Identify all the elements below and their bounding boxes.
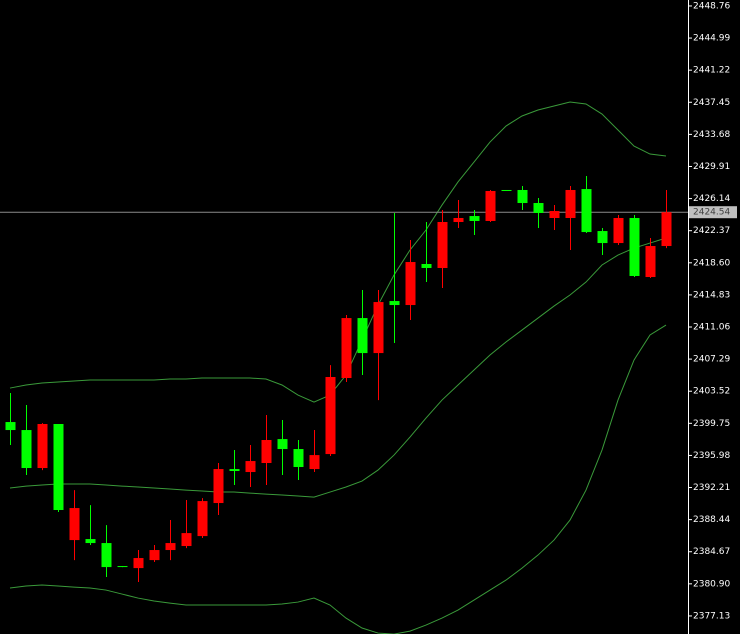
candle-body	[293, 449, 304, 468]
y-tick-label: 2377.13	[693, 611, 730, 621]
axis-labels: 2448.76 2444.99 2441.22 2437.45 2433.68 2429.…	[688, 1, 737, 621]
candle-body	[325, 376, 336, 455]
candle-body	[229, 469, 240, 472]
y-tick-label: 2441.22	[693, 66, 730, 76]
candle-body	[117, 566, 128, 568]
candle-body	[53, 424, 64, 511]
candle-body	[613, 218, 624, 244]
y-tick-label: 2426.14	[693, 194, 730, 204]
y-tick-label: 2444.99	[693, 34, 730, 44]
y-tick-label: 2422.37	[693, 226, 730, 236]
candle-body	[85, 539, 96, 544]
candle-body	[181, 533, 192, 547]
band-line	[9, 324, 667, 634]
candle-body	[485, 191, 496, 221]
candle-body	[597, 231, 608, 244]
candle-body	[469, 216, 480, 221]
y-tick-label: 2392.21	[693, 483, 730, 493]
candle-body	[245, 461, 256, 473]
y-tick-label: 2399.75	[693, 419, 730, 429]
band-line	[9, 237, 667, 498]
y-tick-label: 2380.90	[693, 579, 730, 589]
y-tick-label: 2429.91	[693, 162, 730, 172]
candle-body	[69, 508, 80, 541]
candle-body	[645, 246, 656, 278]
candle-body	[437, 222, 448, 268]
candle-body	[213, 469, 224, 504]
y-tick-label: 2388.44	[693, 515, 730, 525]
candle-body	[21, 430, 32, 469]
candle-body	[517, 189, 528, 204]
candle-body	[533, 203, 544, 213]
candle-body	[629, 218, 640, 276]
candle-body	[357, 318, 368, 354]
candle-body	[389, 301, 400, 306]
y-tick-label: 2411.06	[693, 323, 730, 333]
candle-body	[373, 302, 384, 354]
plot-area	[0, 101, 688, 634]
candle-body	[133, 558, 144, 569]
candle-body	[341, 318, 352, 379]
y-tick-label: 2433.68	[693, 130, 730, 140]
candle-body	[501, 189, 512, 192]
candle-body	[165, 543, 176, 551]
candle-body	[5, 422, 16, 431]
candle-body	[277, 439, 288, 450]
candle-body	[37, 424, 48, 469]
band-line	[9, 101, 667, 403]
candle-body	[101, 543, 112, 568]
candle-body	[197, 501, 208, 537]
candle-body	[421, 263, 432, 268]
candle-body	[309, 455, 320, 470]
candle-body	[453, 218, 464, 223]
y-tick-label: 2418.60	[693, 258, 730, 268]
y-tick-label: 2403.52	[693, 387, 730, 397]
y-tick-label: 2395.98	[693, 451, 730, 461]
candle-body	[565, 189, 576, 219]
y-tick-label: 2448.76	[693, 1, 730, 11]
y-tick-label: 2384.67	[693, 547, 730, 557]
candle-body	[405, 262, 416, 306]
last-price-box	[689, 206, 737, 219]
y-tick-label: 2414.83	[693, 290, 730, 300]
last-price-label: 2424.54	[693, 208, 730, 218]
candle-body	[261, 440, 272, 464]
y-tick-label: 2407.29	[693, 355, 730, 365]
candle-body	[549, 211, 560, 219]
candle-body	[149, 550, 160, 561]
candle-body	[661, 212, 672, 247]
candle-body	[581, 189, 592, 233]
y-tick-label: 2437.45	[693, 98, 730, 108]
